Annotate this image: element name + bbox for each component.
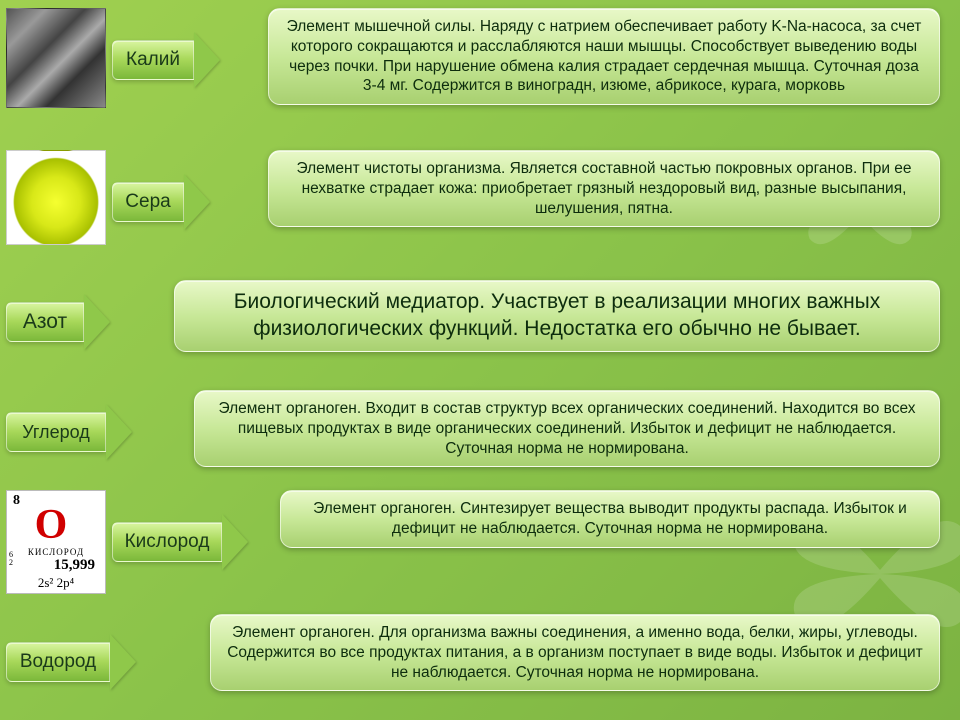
oxygen-mass: 15,999 <box>54 557 95 574</box>
hydrogen-description: Элемент органоген. Для организма важны с… <box>210 614 940 691</box>
oxygen-symbol: O <box>7 501 95 549</box>
carbon-arrow: Углерод <box>6 410 132 454</box>
potassium-description: Элемент мышечной силы. Наряду с натрием … <box>268 8 940 105</box>
oxygen-element-tile: 8OКИСЛОРОД15,9992s² 2p⁴62 <box>6 490 106 594</box>
oxygen-description: Элемент органоген. Синтезирует вещества … <box>280 490 940 548</box>
sulfur-label: Сера <box>112 182 184 222</box>
potassium-image <box>6 8 106 108</box>
arrow-head-icon <box>222 514 248 570</box>
carbon-label: Углерод <box>6 412 106 452</box>
carbon-description: Элемент органоген. Входит в состав струк… <box>194 390 940 467</box>
oxygen-name: КИСЛОРОД <box>7 547 105 557</box>
hydrogen-label: Водород <box>6 642 110 682</box>
arrow-head-icon <box>110 634 136 690</box>
nitrogen-description: Биологический медиатор. Участвует в реал… <box>174 280 940 352</box>
oxygen-config: 2s² 2p⁴ <box>7 575 105 591</box>
nitrogen-arrow: Азот <box>6 300 110 344</box>
arrow-head-icon <box>194 32 220 88</box>
oxygen-label: Кислород <box>112 522 222 562</box>
hydrogen-arrow: Водород <box>6 640 136 684</box>
potassium-label: Калий <box>112 40 194 80</box>
arrow-head-icon <box>184 174 210 230</box>
sulfur-arrow: Сера <box>112 180 210 224</box>
nitrogen-label: Азот <box>6 302 84 342</box>
oxygen-arrow: Кислород <box>112 520 248 564</box>
arrow-head-icon <box>84 294 110 350</box>
oxygen-shell-nums: 62 <box>9 551 13 567</box>
sulfur-description: Элемент чистоты организма. Является сост… <box>268 150 940 227</box>
arrow-head-icon <box>106 404 132 460</box>
potassium-arrow: Калий <box>112 38 220 82</box>
sulfur-image <box>6 150 106 245</box>
